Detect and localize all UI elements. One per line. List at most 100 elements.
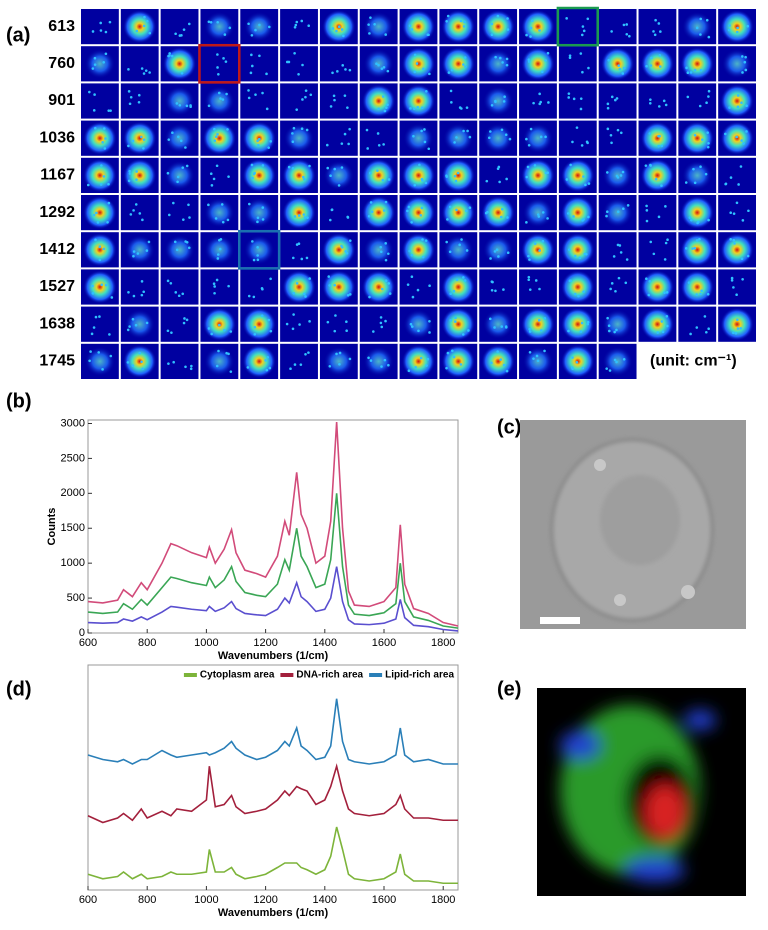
speckle (229, 330, 233, 333)
speckle (606, 316, 609, 320)
speckle (699, 165, 702, 169)
speckle (132, 250, 136, 253)
speckle (300, 127, 304, 131)
cell-signal (282, 195, 316, 230)
speckle (387, 282, 391, 285)
cell-signal (123, 9, 157, 44)
x-tick-label: 1400 (313, 894, 337, 906)
speckle (493, 250, 497, 253)
speckle (645, 209, 649, 212)
speckle (425, 364, 428, 367)
speckle (505, 369, 509, 373)
speckle (338, 351, 342, 355)
cell-signal (680, 270, 714, 304)
panel-label: (c) (497, 416, 521, 438)
speckle (740, 101, 743, 105)
speckle (215, 278, 219, 282)
speckle (380, 67, 384, 70)
speckle (528, 327, 531, 331)
speckle (308, 277, 311, 280)
speckle (622, 207, 625, 210)
speckle (735, 201, 739, 205)
speckle (247, 89, 250, 92)
speckle (654, 18, 657, 22)
speckle (253, 332, 257, 336)
speckle (465, 106, 469, 109)
cell-signal (244, 234, 275, 265)
speckle (328, 364, 332, 368)
speckle (732, 286, 735, 289)
spectrum-line (87, 493, 459, 629)
speckle (291, 256, 295, 260)
speckle (214, 135, 218, 139)
speckle (462, 25, 466, 28)
speckle (660, 184, 663, 187)
x-tick-label: 1000 (194, 637, 218, 649)
speckle (140, 280, 144, 283)
cell-signal (561, 158, 595, 193)
speckle (94, 238, 97, 242)
speckle (106, 221, 109, 224)
speckle (184, 365, 187, 369)
cell-signal (483, 123, 514, 154)
speckle (384, 319, 387, 323)
speckle (528, 351, 532, 354)
speckle (97, 351, 101, 354)
speckle (261, 206, 265, 209)
highlight-box (556, 6, 599, 47)
speckle (338, 362, 341, 366)
speckle (337, 25, 341, 29)
spectrum-line (87, 763, 458, 824)
speckle (132, 294, 136, 298)
speckle (103, 147, 107, 150)
speckle (665, 291, 669, 294)
speckle (695, 293, 698, 296)
speckle (689, 71, 693, 74)
speckle (218, 247, 222, 251)
speckle (295, 282, 299, 285)
speckle (527, 254, 530, 258)
cell-signal (682, 160, 713, 191)
speckle (426, 33, 430, 37)
speckle (256, 220, 259, 224)
cell-signal (282, 158, 316, 193)
speckle (648, 132, 652, 135)
map-cell (280, 343, 318, 379)
speckle (382, 209, 386, 212)
map-cell (160, 306, 199, 342)
speckle (462, 129, 465, 133)
speckle (131, 364, 135, 367)
speckle (327, 275, 331, 278)
cell-signal (124, 309, 155, 340)
speckle (579, 52, 583, 55)
speckle (567, 92, 571, 95)
speckle (652, 252, 656, 256)
map-cell (359, 306, 398, 342)
speckle (740, 257, 744, 261)
speckle (301, 98, 304, 101)
speckle (406, 283, 410, 286)
speckle (104, 52, 108, 56)
speckle (428, 320, 431, 323)
speckle (730, 279, 734, 282)
speckle (732, 238, 736, 242)
speckle (571, 356, 574, 359)
speckle (344, 249, 348, 253)
speckle (421, 179, 424, 182)
speckle (506, 28, 510, 31)
speckle (94, 315, 98, 319)
map-cell (319, 46, 358, 82)
speckle (213, 291, 216, 295)
speckle (104, 137, 107, 140)
speckle (189, 104, 192, 107)
cell-signal (164, 234, 195, 265)
unit-label: (unit: cm⁻¹) (650, 353, 737, 370)
speckle (616, 128, 620, 132)
map-cell (598, 83, 637, 119)
panel-label: (d) (6, 678, 32, 700)
speckle (337, 184, 341, 187)
speckle (621, 72, 625, 75)
dna-region (645, 785, 685, 839)
cell-signal (721, 48, 753, 79)
speckle (486, 210, 489, 214)
